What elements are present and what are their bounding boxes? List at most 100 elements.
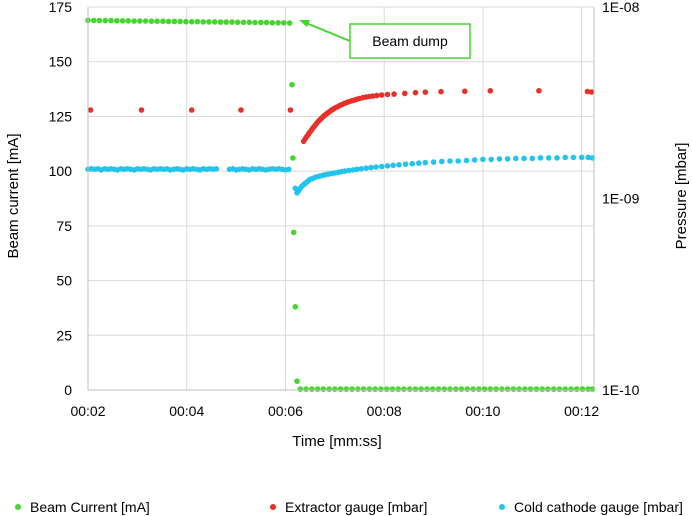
data-point xyxy=(378,163,385,170)
data-point xyxy=(462,88,468,95)
y-right-tick-label: 1E-08 xyxy=(602,0,640,15)
annotation-box xyxy=(349,23,471,59)
x-tick-label: 00:10 xyxy=(465,403,500,419)
data-point xyxy=(87,107,94,113)
x-tick-label: 00:02 xyxy=(70,403,105,419)
data-point xyxy=(252,19,258,26)
data-point xyxy=(390,162,397,169)
data-point xyxy=(96,17,103,24)
data-point xyxy=(292,304,299,310)
data-point xyxy=(578,154,585,161)
data-point xyxy=(412,386,419,392)
data-point xyxy=(188,107,195,113)
legend-label: Beam Current [mA] xyxy=(30,499,150,515)
data-point xyxy=(346,167,352,174)
data-point xyxy=(125,18,132,24)
data-point xyxy=(119,18,126,24)
data-point xyxy=(422,159,429,166)
data-point xyxy=(286,166,292,173)
data-point xyxy=(240,19,247,26)
data-point xyxy=(416,160,422,166)
data-point xyxy=(102,17,109,24)
data-point xyxy=(188,18,195,25)
data-point xyxy=(480,156,486,163)
data-point xyxy=(263,19,270,26)
data-point xyxy=(402,161,409,167)
data-point xyxy=(537,155,544,161)
x-tick-label: 00:08 xyxy=(367,403,402,419)
data-point xyxy=(429,386,436,392)
data-point xyxy=(349,386,355,392)
data-point xyxy=(447,386,453,392)
legend-marker xyxy=(499,504,505,510)
data-point xyxy=(488,156,495,163)
data-point xyxy=(545,155,552,161)
data-point xyxy=(131,18,137,24)
annotation-arrow-head xyxy=(299,20,310,27)
axes: 0 25 50 75 100 125 150 175 00:02 00:04 00:06 00:08 0… xyxy=(49,0,640,419)
data-point xyxy=(536,88,542,94)
series-1 xyxy=(87,88,595,145)
y-left-tick-label: 150 xyxy=(49,54,73,70)
data-point xyxy=(499,386,505,392)
series-2 xyxy=(85,154,596,196)
data-point xyxy=(275,20,281,26)
data-point xyxy=(269,20,276,26)
data-point xyxy=(481,386,488,392)
data-point xyxy=(409,160,416,167)
data-point xyxy=(294,378,300,385)
data-point xyxy=(91,17,97,24)
data-point xyxy=(395,386,402,392)
data-point xyxy=(354,166,360,173)
data-point xyxy=(229,19,235,25)
data-point xyxy=(281,20,287,26)
data-point xyxy=(290,155,296,161)
data-point xyxy=(213,166,220,172)
data-point xyxy=(550,386,557,392)
data-point xyxy=(246,19,253,26)
data-point xyxy=(320,386,327,392)
x-tick-label: 00:06 xyxy=(268,403,303,419)
data-point xyxy=(435,386,442,392)
data-point xyxy=(108,17,114,24)
data-point xyxy=(343,386,350,392)
y-left-tick-label: 125 xyxy=(49,108,73,124)
y-left-tick-label: 75 xyxy=(56,218,72,234)
y-left-tick-label: 50 xyxy=(56,273,72,289)
data-point xyxy=(114,18,120,24)
data-point xyxy=(504,156,511,162)
data-point xyxy=(289,81,295,88)
legend-item: Extractor gauge [mbar] xyxy=(270,499,427,515)
data-point xyxy=(562,386,568,392)
legend-label: Cold cathode gauge [mbar] xyxy=(514,499,683,515)
data-point xyxy=(171,18,178,25)
data-point xyxy=(476,386,482,392)
data-point xyxy=(142,18,149,24)
data-point xyxy=(378,386,384,392)
data-point xyxy=(165,18,172,25)
data-point xyxy=(573,386,580,392)
data-point xyxy=(418,386,425,392)
data-point xyxy=(314,386,321,392)
data-point xyxy=(384,163,391,169)
data-point xyxy=(438,88,444,95)
y-left-tick-label: 0 xyxy=(64,382,72,398)
y-left-tick-label: 100 xyxy=(49,163,73,179)
data-point xyxy=(363,165,369,171)
data-point xyxy=(177,18,183,25)
data-point xyxy=(510,386,517,392)
y-right-tick-label: 1E-10 xyxy=(602,382,640,398)
data-point xyxy=(223,19,229,25)
data-point xyxy=(200,19,206,25)
data-point xyxy=(412,89,419,96)
x-tick-label: 00:04 xyxy=(169,403,204,419)
data-point xyxy=(422,89,429,95)
data-point xyxy=(521,155,527,162)
data-point xyxy=(326,386,332,392)
data-point xyxy=(234,19,241,26)
data-point xyxy=(588,89,595,95)
data-point xyxy=(160,18,166,25)
grid-lines xyxy=(87,6,594,391)
data-point xyxy=(258,19,264,26)
